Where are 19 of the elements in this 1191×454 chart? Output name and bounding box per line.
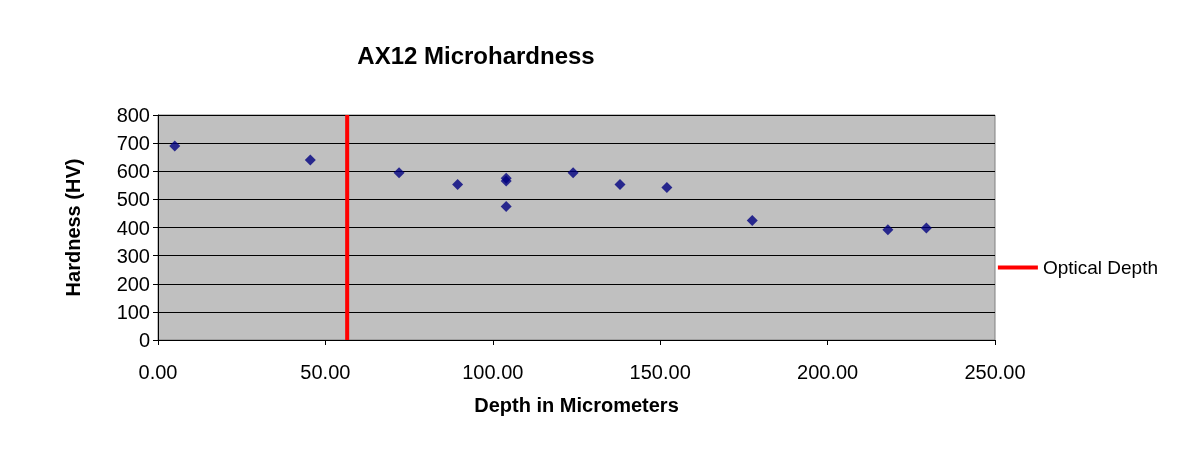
- y-tick-label: 0: [138, 329, 150, 351]
- y-tick-label: 200: [116, 272, 150, 295]
- x-tick-label: 200.00: [797, 361, 859, 383]
- y-tick-label: 500: [116, 188, 150, 211]
- chart-title: AX12 Microhardness: [357, 41, 595, 69]
- x-tick-label: 250.00: [964, 361, 1026, 383]
- x-tick-label: 50.00: [300, 361, 351, 383]
- y-tick-label: 700: [116, 132, 150, 155]
- legend-label: Optical Depth: [1042, 257, 1159, 278]
- y-axis-title: Hardness (HV): [62, 158, 84, 297]
- y-tick-label: 400: [116, 216, 150, 239]
- y-tick-label: 600: [116, 160, 150, 183]
- y-tick-label: 300: [116, 244, 150, 267]
- x-axis-title: Depth in Micrometers: [474, 394, 679, 416]
- y-tick-label: 100: [116, 300, 150, 323]
- x-tick-label: 150.00: [629, 361, 691, 383]
- y-tick-label: 800: [116, 104, 150, 126]
- x-tick-label: 100.00: [462, 361, 524, 383]
- x-tick-label: 0.00: [138, 361, 178, 383]
